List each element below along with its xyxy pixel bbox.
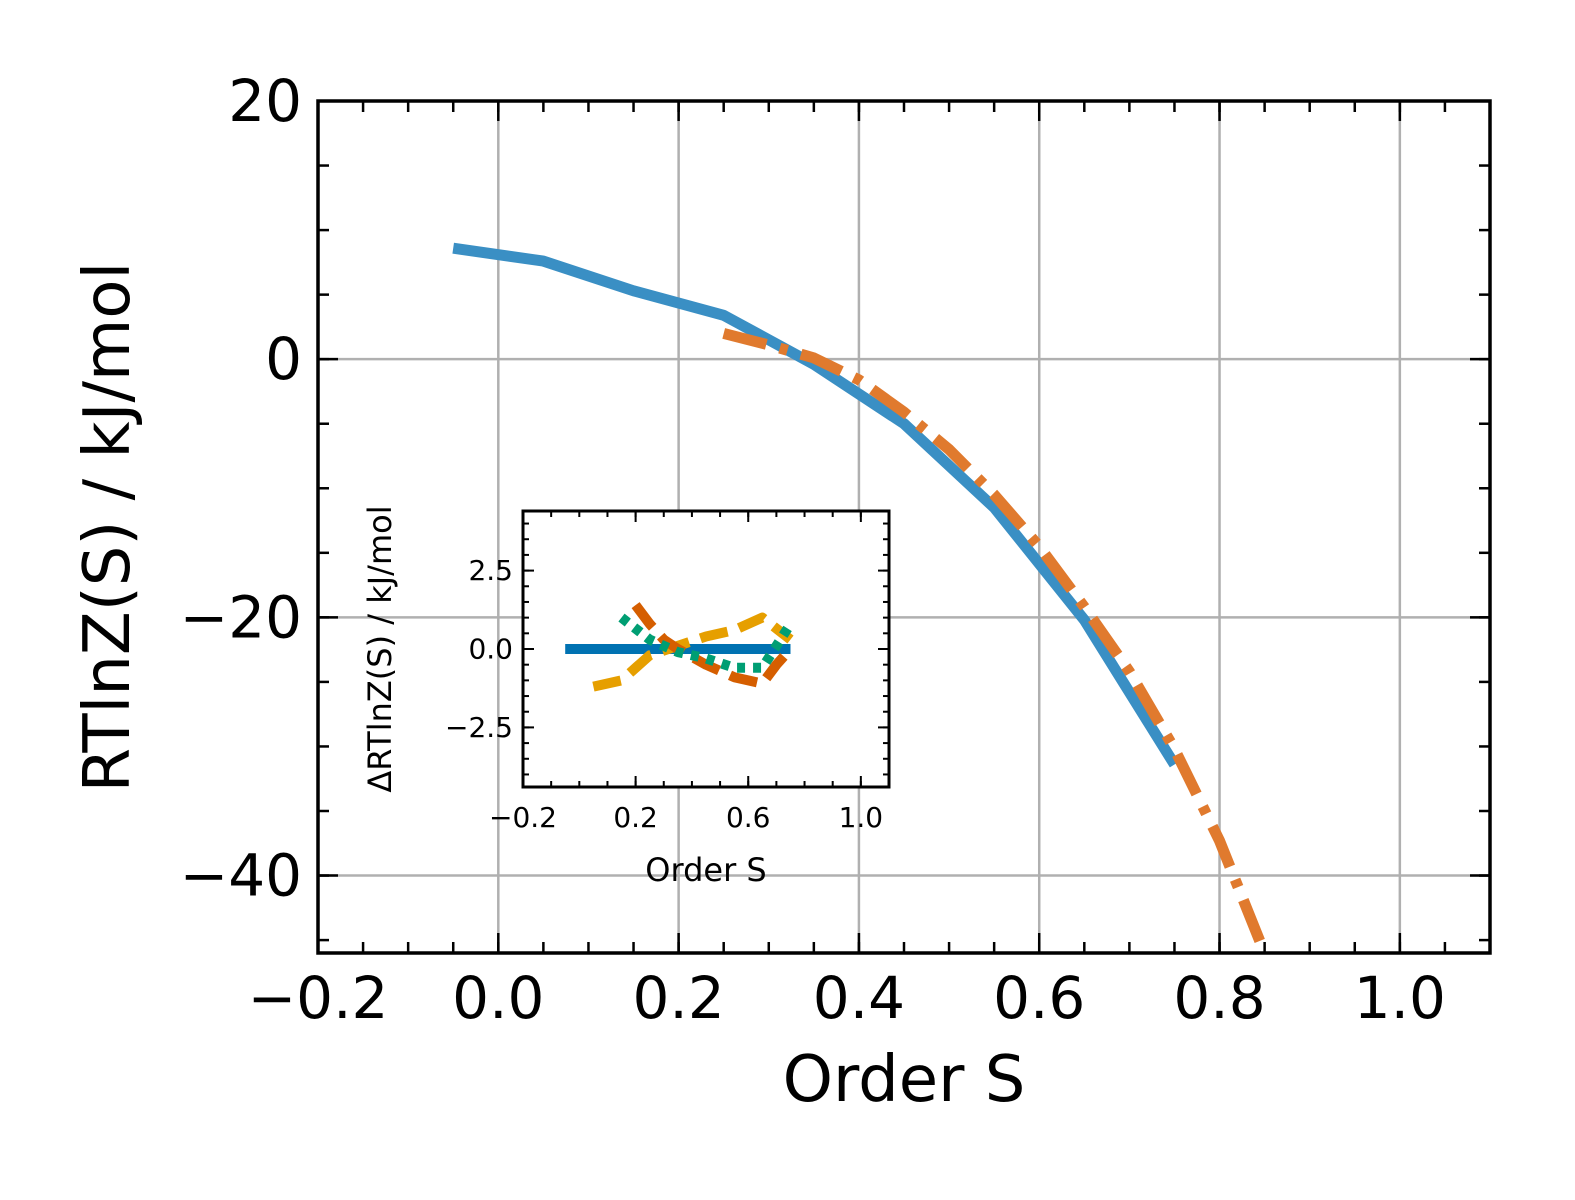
plot-frame (521, 509, 891, 789)
y-tick-label: −20 (180, 583, 302, 651)
x-axis-label: Order S (783, 1043, 1026, 1117)
series-line-1 (722, 328, 1270, 953)
plot-frame (316, 99, 1492, 955)
x-tick-label: −0.2 (248, 964, 389, 1032)
main-chart: −0.2 0.0 0.2 0.4 0.6 0.8 1.0 20 0 −20 −40 Order S RT… (71, 67, 1492, 1117)
inset-chart: −0.2 0.2 0.6 1.0 2.5 0.0 −2.5 Order S ΔRTlnZ(S) … (361, 505, 891, 889)
x-tick-label: 0.8 (1173, 964, 1265, 1032)
x-tick-label: 1.0 (839, 801, 884, 834)
x-tick-label: 1.0 (1354, 964, 1446, 1032)
y-tick-label: −2.5 (445, 711, 513, 744)
series-line-0 (452, 242, 1180, 768)
y-tick-label: 0.0 (468, 633, 513, 666)
x-tick-label: 0.0 (452, 964, 544, 1032)
series-line-1 (592, 612, 794, 692)
series-group (565, 602, 795, 692)
y-tick-label: 2.5 (468, 554, 513, 587)
x-tick-label: 0.2 (632, 964, 724, 1032)
y-axis-label: RTlnZ(S) / kJ/mol (71, 262, 145, 793)
x-axis-label: Order S (645, 851, 766, 889)
series-line-2 (631, 602, 795, 689)
x-tick-label: 0.6 (993, 964, 1085, 1032)
series-group (452, 242, 1270, 953)
y-tick-label: 20 (228, 67, 302, 135)
plot-area (318, 101, 1490, 953)
y-axis-label: ΔRTlnZ(S) / kJ/mol (361, 505, 399, 792)
x-tick-label: 0.2 (613, 801, 658, 834)
series-line-3 (618, 613, 795, 673)
y-tick-label: −40 (180, 842, 302, 910)
x-tick-label: 0.4 (813, 964, 905, 1032)
y-tick-label: 0 (265, 325, 302, 393)
x-tick-label: −0.2 (489, 801, 557, 834)
x-tick-label: 0.6 (726, 801, 771, 834)
